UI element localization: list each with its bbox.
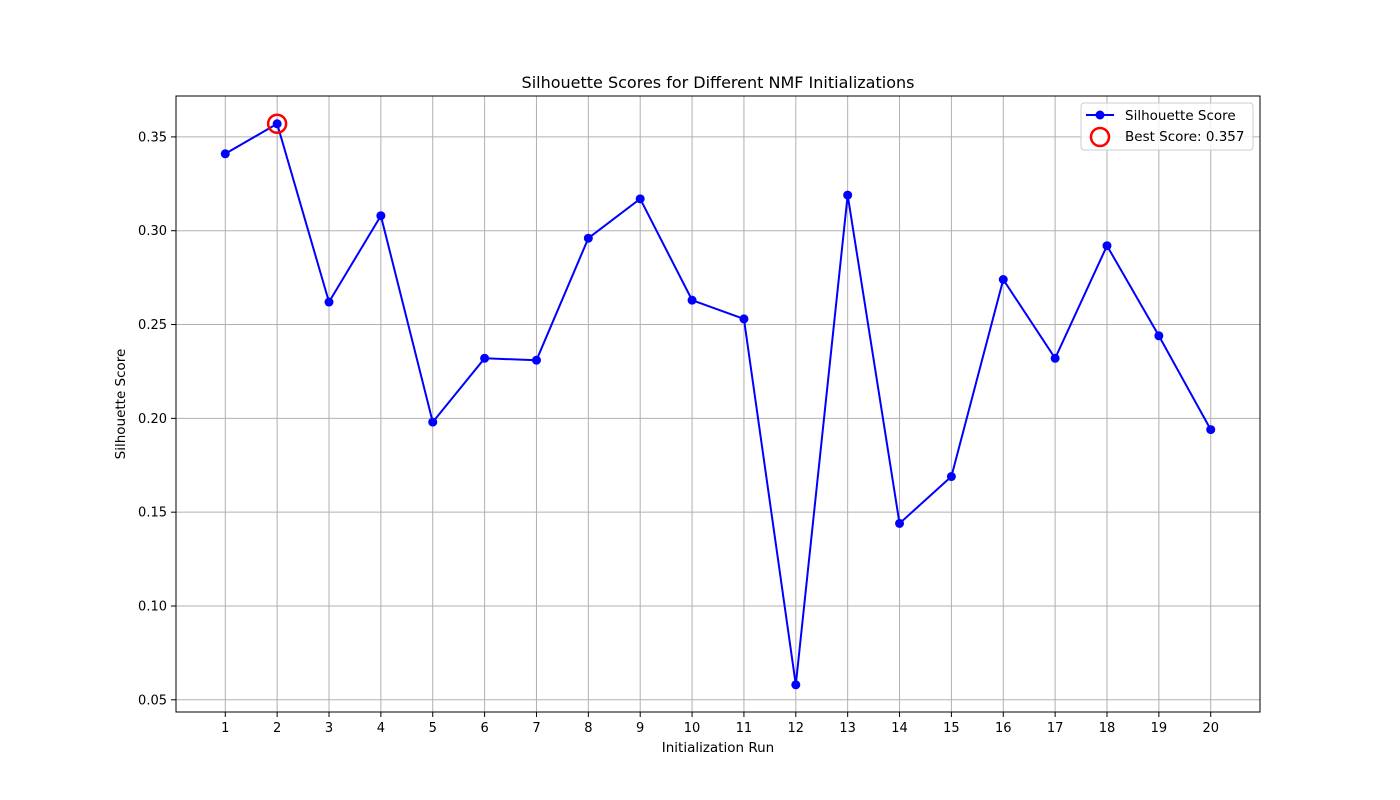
data-point bbox=[583, 233, 593, 243]
data-point bbox=[1206, 425, 1216, 435]
data-point bbox=[739, 314, 749, 324]
x-axis-label: Initialization Run bbox=[662, 740, 775, 756]
x-tick-label: 2 bbox=[273, 721, 281, 736]
x-tick-label: 17 bbox=[1047, 721, 1064, 736]
x-tick-label: 14 bbox=[891, 721, 908, 736]
x-tick-label: 7 bbox=[532, 721, 540, 736]
y-tick-label: 0.05 bbox=[138, 693, 167, 708]
x-tick-label: 5 bbox=[429, 721, 437, 736]
data-point bbox=[220, 149, 230, 159]
series-line bbox=[224, 122, 1212, 686]
x-tick-label: 9 bbox=[636, 721, 644, 736]
data-point bbox=[376, 211, 386, 221]
data-point bbox=[531, 355, 541, 365]
y-tick-label: 0.15 bbox=[138, 506, 167, 521]
data-point bbox=[946, 472, 956, 482]
legend-label-series: Silhouette Score bbox=[1125, 108, 1236, 124]
data-point bbox=[1050, 353, 1060, 363]
x-tick-label: 20 bbox=[1202, 721, 1219, 736]
x-tick-label: 1 bbox=[221, 721, 229, 736]
y-tick-label: 0.30 bbox=[138, 224, 167, 239]
x-tick-label: 13 bbox=[839, 721, 856, 736]
data-point bbox=[635, 194, 645, 204]
data-point bbox=[998, 275, 1008, 285]
y-tick-label: 0.25 bbox=[138, 318, 167, 333]
x-tick-label: 3 bbox=[325, 721, 333, 736]
x-tick-label: 6 bbox=[480, 721, 488, 736]
x-tick-label: 11 bbox=[736, 721, 753, 736]
data-point bbox=[480, 353, 490, 363]
data-point bbox=[687, 295, 697, 305]
data-point bbox=[324, 297, 334, 307]
y-axis-label: Silhouette Score bbox=[113, 349, 129, 460]
legend-dot-marker bbox=[1095, 110, 1105, 120]
y-axis: 0.05 0.10 0.15 0.20 0.25 0.30 0.35 bbox=[138, 130, 176, 708]
plot-area bbox=[176, 96, 1260, 712]
x-tick-label: 15 bbox=[943, 721, 960, 736]
x-axis: 1 2 3 4 5 6 7 8 9 10 11 12 13 14 15 16 17 18 19 20 bbox=[221, 712, 1219, 736]
y-tick-label: 0.20 bbox=[138, 412, 167, 427]
legend-label-best: Best Score: 0.357 bbox=[1125, 129, 1244, 145]
data-point bbox=[843, 190, 853, 200]
data-point bbox=[428, 417, 438, 427]
series-layer bbox=[220, 113, 1216, 690]
legend-box bbox=[1080, 102, 1254, 151]
best-score-marker bbox=[266, 113, 288, 135]
y-tick-label: 0.10 bbox=[138, 599, 167, 614]
x-tick-label: 19 bbox=[1151, 721, 1168, 736]
plot-frame bbox=[175, 95, 1261, 713]
chart-title: Silhouette Scores for Different NMF Init… bbox=[522, 73, 915, 92]
legend: Silhouette Score Best Score: 0.357 bbox=[1080, 102, 1254, 151]
data-point bbox=[895, 518, 905, 528]
data-point bbox=[1102, 241, 1112, 251]
x-tick-label: 10 bbox=[684, 721, 701, 736]
y-tick-label: 0.35 bbox=[138, 130, 167, 145]
legend-ring-marker bbox=[1089, 126, 1111, 148]
x-tick-label: 4 bbox=[377, 721, 385, 736]
x-tick-label: 8 bbox=[584, 721, 592, 736]
x-tick-label: 18 bbox=[1099, 721, 1116, 736]
data-point bbox=[272, 119, 282, 129]
data-point bbox=[791, 680, 801, 690]
x-tick-label: 16 bbox=[995, 721, 1012, 736]
data-point bbox=[1154, 331, 1164, 341]
x-tick-label: 12 bbox=[788, 721, 805, 736]
